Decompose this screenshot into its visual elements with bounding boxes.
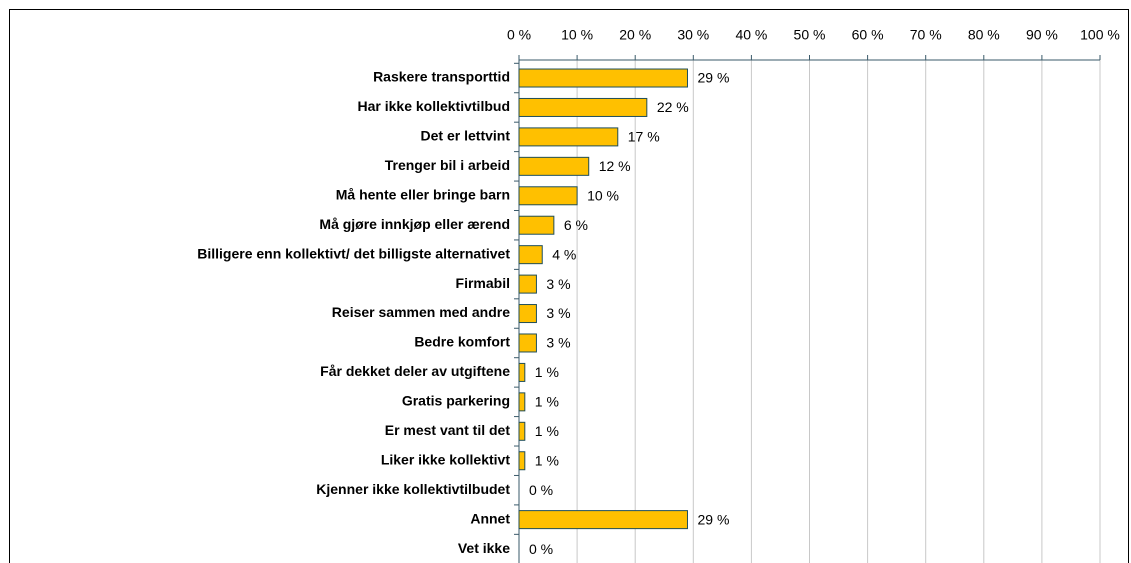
y-tick-label: Må hente eller bringe barn xyxy=(336,186,510,202)
value-label: 0 % xyxy=(529,482,553,498)
value-label: 1 % xyxy=(535,394,559,410)
bar xyxy=(518,186,578,206)
y-tick-label: Kjenner ikke kollektivtilbudet xyxy=(316,481,510,497)
bar xyxy=(518,156,590,176)
bar xyxy=(518,362,526,382)
bar xyxy=(518,392,526,412)
y-tick-label: Må gjøre innkjøp eller ærend xyxy=(319,216,510,232)
value-label: 29 % xyxy=(697,70,729,86)
value-label: 17 % xyxy=(628,129,660,145)
bar xyxy=(518,127,619,147)
y-tick-label: Det er lettvint xyxy=(421,128,511,144)
value-label: 6 % xyxy=(564,217,588,233)
x-tick-label: 60 % xyxy=(852,27,884,43)
x-tick-label: 20 % xyxy=(619,27,651,43)
x-tick-label: 70 % xyxy=(910,27,942,43)
value-label: 3 % xyxy=(546,276,570,292)
bar xyxy=(518,333,537,353)
x-tick-label: 100 % xyxy=(1080,27,1120,43)
y-tick-label: Gratis parkering xyxy=(402,393,510,409)
value-label: 1 % xyxy=(535,364,559,380)
y-tick-label: Vet ikke xyxy=(458,540,510,556)
bar xyxy=(518,68,688,88)
value-label: 1 % xyxy=(535,452,559,468)
bar xyxy=(518,245,543,265)
y-tick-label: Reiser sammen med andre xyxy=(332,304,510,320)
value-label: 29 % xyxy=(697,511,729,527)
bar xyxy=(518,510,688,530)
value-label: 0 % xyxy=(529,541,553,557)
x-tick-label: 10 % xyxy=(561,27,593,43)
bar xyxy=(518,304,537,324)
bar xyxy=(518,215,555,235)
bar xyxy=(518,451,526,471)
y-tick-label: Er mest vant til det xyxy=(385,422,511,438)
bar xyxy=(518,274,537,294)
value-label: 10 % xyxy=(587,187,619,203)
x-tick-label: 40 % xyxy=(735,27,767,43)
y-tick-label: Har ikke kollektivtilbud xyxy=(358,98,511,114)
y-tick-label: Billigere enn kollektivt/ det billigste … xyxy=(197,245,510,261)
x-tick-label: 30 % xyxy=(677,27,709,43)
value-label: 3 % xyxy=(546,335,570,351)
x-tick-label: 50 % xyxy=(794,27,826,43)
chart-frame xyxy=(9,9,1129,563)
value-label: 4 % xyxy=(552,246,576,262)
y-tick-label: Trenger bil i arbeid xyxy=(385,157,510,173)
y-tick-label: Får dekket deler av utgiftene xyxy=(320,363,510,379)
x-tick-label: 0 % xyxy=(507,27,531,43)
value-label: 22 % xyxy=(657,99,689,115)
bar xyxy=(518,97,648,117)
x-tick-label: 80 % xyxy=(968,27,1000,43)
y-tick-label: Firmabil xyxy=(456,275,510,291)
value-label: 1 % xyxy=(535,423,559,439)
x-tick-label: 90 % xyxy=(1026,27,1058,43)
y-tick-label: Raskere transporttid xyxy=(373,69,510,85)
y-tick-label: Liker ikke kollektivt xyxy=(381,451,511,467)
y-tick-label: Bedre komfort xyxy=(414,334,510,350)
value-label: 3 % xyxy=(546,305,570,321)
value-label: 12 % xyxy=(599,158,631,174)
y-tick-label: Annet xyxy=(470,510,510,526)
bar xyxy=(518,421,526,441)
